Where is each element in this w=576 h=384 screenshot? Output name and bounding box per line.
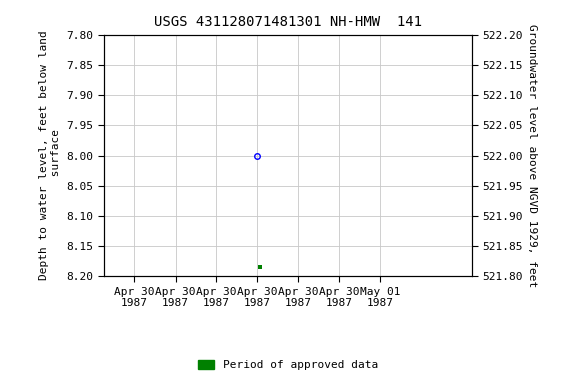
Y-axis label: Depth to water level, feet below land
 surface: Depth to water level, feet below land su…	[39, 31, 60, 280]
Title: USGS 431128071481301 NH-HMW  141: USGS 431128071481301 NH-HMW 141	[154, 15, 422, 29]
Legend: Period of approved data: Period of approved data	[193, 356, 383, 375]
Y-axis label: Groundwater level above NGVD 1929, feet: Groundwater level above NGVD 1929, feet	[527, 24, 537, 287]
